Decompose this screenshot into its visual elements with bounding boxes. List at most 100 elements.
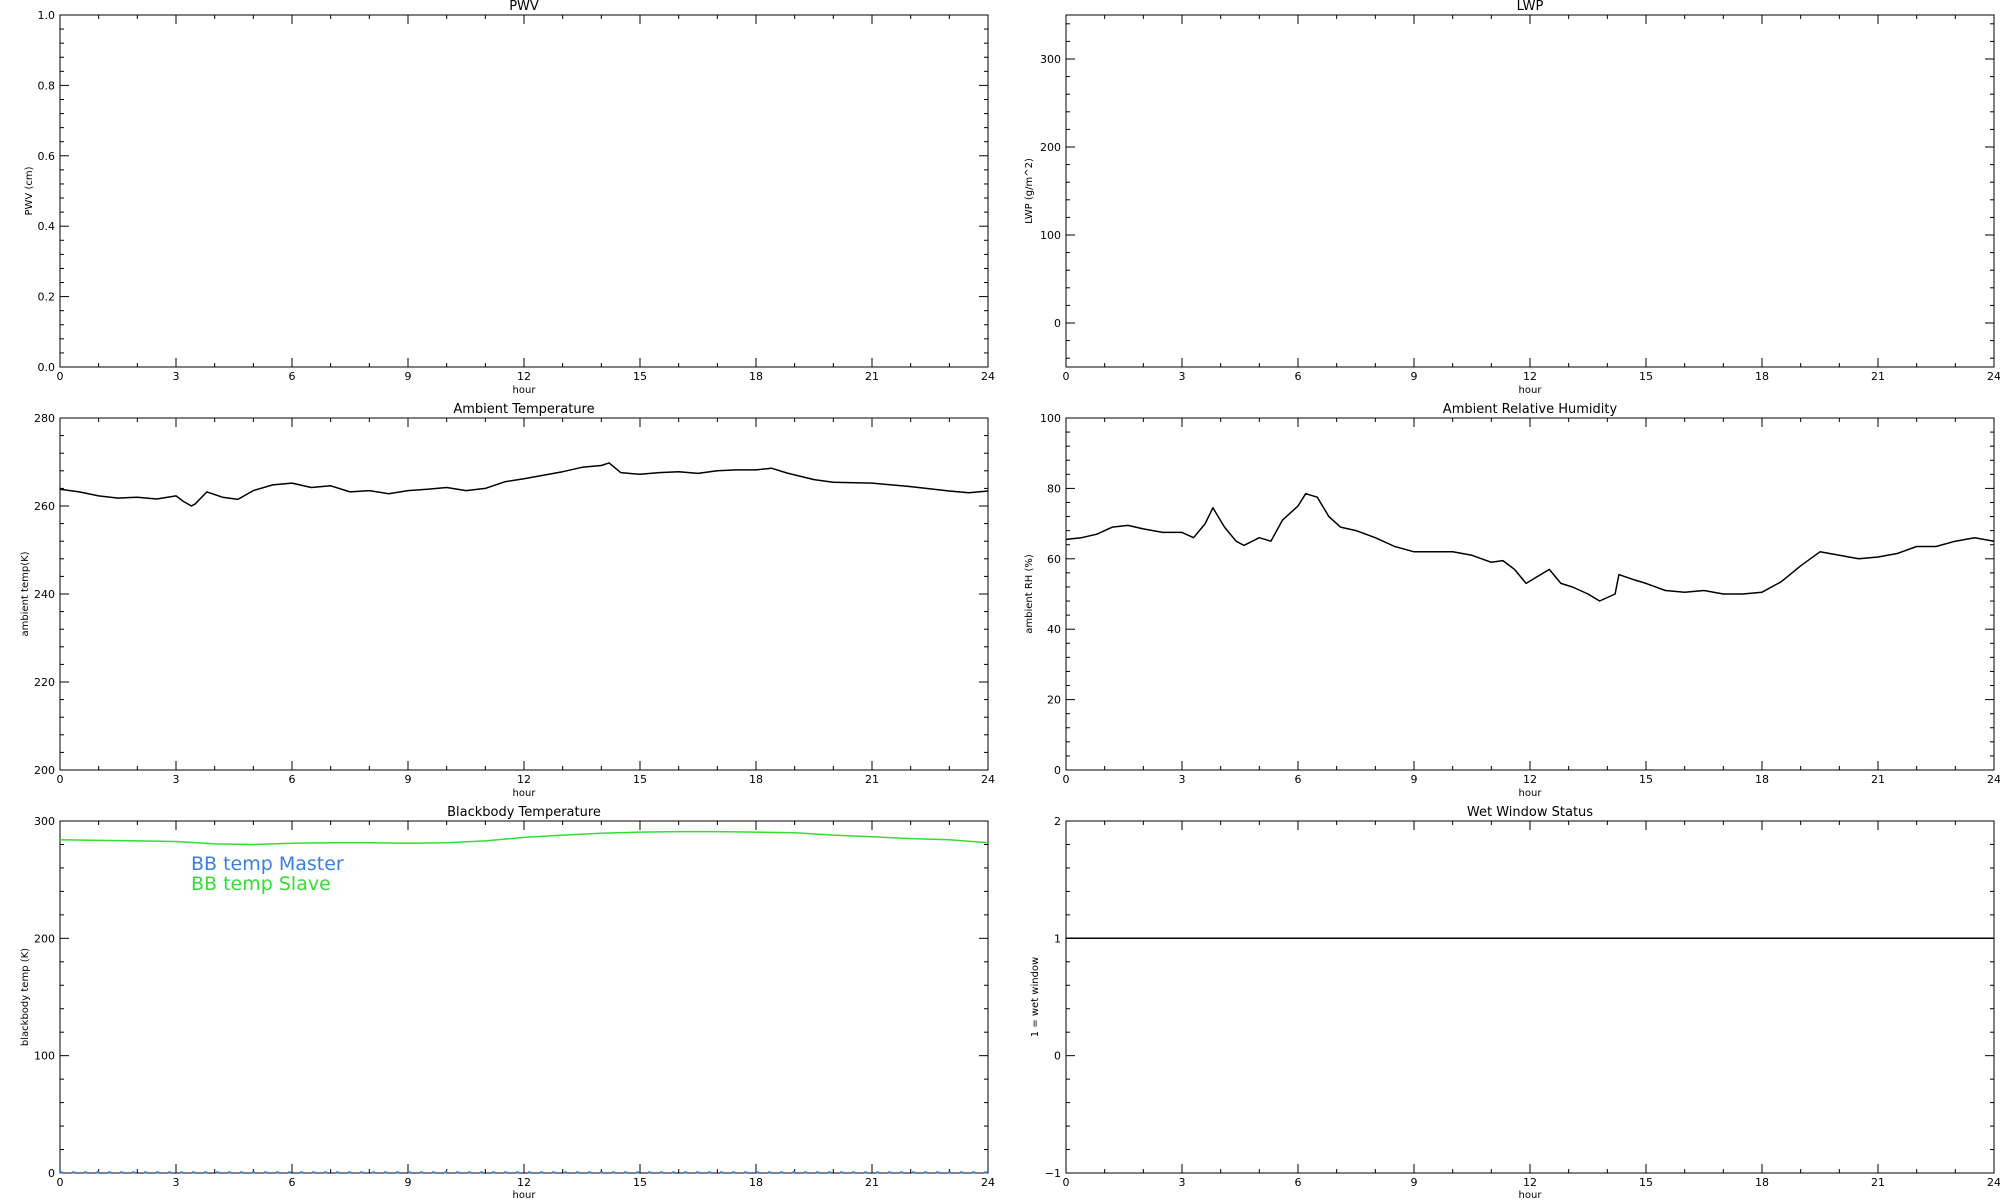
x-tick-label: 3 [173, 370, 180, 383]
x-tick-label: 12 [517, 370, 531, 383]
x-axis-label: hour [1519, 385, 1543, 396]
y-tick-label: 300 [1040, 53, 1061, 66]
y-axis-label: PWV (cm) [24, 166, 35, 215]
y-tick-label: 1 [1054, 932, 1061, 945]
x-tick-label: 12 [517, 1176, 531, 1189]
y-tick-label: 300 [34, 815, 55, 828]
x-tick-label: 9 [1411, 773, 1418, 786]
x-tick-label: 24 [1987, 370, 2000, 383]
plot-frame [59, 417, 989, 771]
x-tick-label: 12 [1523, 1176, 1537, 1189]
legend-entry-bb-slave: BB temp Slave [191, 873, 331, 895]
x-tick-label: 12 [517, 773, 531, 786]
y-tick-label: 80 [1047, 482, 1061, 495]
plot-frame [59, 14, 989, 368]
panel-title: Wet Window Status [1467, 805, 1593, 820]
plot-frame [1065, 417, 1995, 771]
x-tick-label: 24 [981, 1176, 995, 1189]
x-axis-label: hour [513, 385, 537, 396]
x-tick-label: 9 [405, 773, 412, 786]
x-tick-label: 21 [865, 1176, 879, 1189]
x-tick-label: 3 [173, 773, 180, 786]
y-tick-label: 220 [34, 676, 55, 689]
x-axis-label: hour [513, 788, 537, 799]
plot-area: 0 3 6 9 12 15 18 21 24 0 100 200 300 [34, 815, 995, 1189]
x-tick-label: 0 [57, 773, 64, 786]
x-tick-label: 9 [405, 370, 412, 383]
plot-area: 0 3 6 9 12 15 18 21 24 0 100 200 300 [1040, 14, 2000, 383]
y-tick-label: 240 [34, 588, 55, 601]
y-tick-label: −1 [1045, 1167, 1061, 1180]
x-tick-label: 21 [1871, 370, 1885, 383]
y-tick-label: 0 [48, 1167, 55, 1180]
x-tick-label: 6 [289, 773, 296, 786]
x-tick-label: 3 [173, 1176, 180, 1189]
x-tick-label: 9 [1411, 1176, 1418, 1189]
x-axis-label: hour [1519, 788, 1543, 799]
y-axis-label: blackbody temp (K) [20, 948, 31, 1046]
x-tick-label: 15 [1639, 773, 1653, 786]
y-tick-label: 1.0 [38, 9, 56, 22]
panel-title: LWP [1517, 0, 1544, 14]
panel-title: Ambient Relative Humidity [1443, 402, 1618, 417]
x-tick-label: 0 [57, 370, 64, 383]
x-tick-label: 24 [981, 370, 995, 383]
x-tick-label: 6 [1295, 773, 1302, 786]
y-tick-label: 280 [34, 412, 55, 425]
x-tick-label: 15 [633, 370, 647, 383]
x-tick-label: 18 [1755, 370, 1769, 383]
y-axis-label: ambient RH (%) [1024, 554, 1035, 634]
y-tick-label: 0.8 [38, 79, 56, 92]
y-tick-label: 200 [1040, 141, 1061, 154]
panel-title: Blackbody Temperature [447, 805, 601, 820]
y-tick-label: 0.0 [38, 361, 56, 374]
y-tick-label: 100 [34, 1050, 55, 1063]
x-tick-label: 18 [1755, 773, 1769, 786]
blackbody-temperature-panel: Blackbody Temperature hour blackbody tem… [20, 805, 995, 1200]
x-tick-label: 3 [1179, 370, 1186, 383]
y-tick-label: 0 [1054, 317, 1061, 330]
plot-frame [1065, 820, 1995, 1174]
x-tick-label: 24 [981, 773, 995, 786]
x-tick-label: 3 [1179, 1176, 1186, 1189]
x-tick-label: 18 [749, 370, 763, 383]
ambient-relative-humidity-panel: Ambient Relative Humidity hour ambient R… [1024, 402, 2000, 799]
x-axis-label: hour [1519, 1190, 1543, 1200]
panel-title: PWV [509, 0, 539, 14]
x-tick-label: 18 [749, 1176, 763, 1189]
y-tick-label: 0 [1054, 764, 1061, 777]
x-tick-label: 21 [865, 370, 879, 383]
y-tick-label: 0.2 [38, 291, 56, 304]
y-tick-label: 200 [34, 764, 55, 777]
y-tick-label: 20 [1047, 694, 1061, 707]
x-tick-label: 21 [1871, 1176, 1885, 1189]
x-tick-label: 0 [1063, 1176, 1070, 1189]
x-tick-label: 15 [1639, 1176, 1653, 1189]
y-tick-label: 100 [1040, 229, 1061, 242]
x-tick-label: 6 [289, 370, 296, 383]
x-tick-label: 15 [633, 1176, 647, 1189]
plot-area: 0 3 6 9 12 15 18 21 24 200 220 240 260 280 [34, 412, 995, 786]
x-tick-label: 0 [1063, 370, 1070, 383]
y-tick-label: 0 [1054, 1050, 1061, 1063]
x-tick-label: 0 [1063, 773, 1070, 786]
y-axis-label: 1 = wet window [1030, 957, 1041, 1037]
x-tick-label: 6 [1295, 1176, 1302, 1189]
x-tick-label: 15 [633, 773, 647, 786]
plot-frame [1065, 14, 1995, 368]
x-tick-label: 21 [865, 773, 879, 786]
x-tick-label: 15 [1639, 370, 1653, 383]
x-tick-label: 9 [1411, 370, 1418, 383]
x-tick-label: 6 [289, 1176, 296, 1189]
y-tick-label: 2 [1054, 815, 1061, 828]
x-tick-label: 12 [1523, 773, 1537, 786]
x-tick-label: 21 [1871, 773, 1885, 786]
series-line-0 [1065, 492, 1995, 602]
series-line-0 [59, 462, 989, 507]
y-tick-label: 100 [1040, 412, 1061, 425]
y-tick-label: 0.6 [38, 150, 56, 163]
y-tick-label: 40 [1047, 623, 1061, 636]
plot-area: 0 3 6 9 12 15 18 21 24 0.0 0.2 0.4 0.6 0.8 1.0 [38, 9, 996, 383]
y-axis-label: LWP (g/m^2) [1024, 158, 1035, 224]
